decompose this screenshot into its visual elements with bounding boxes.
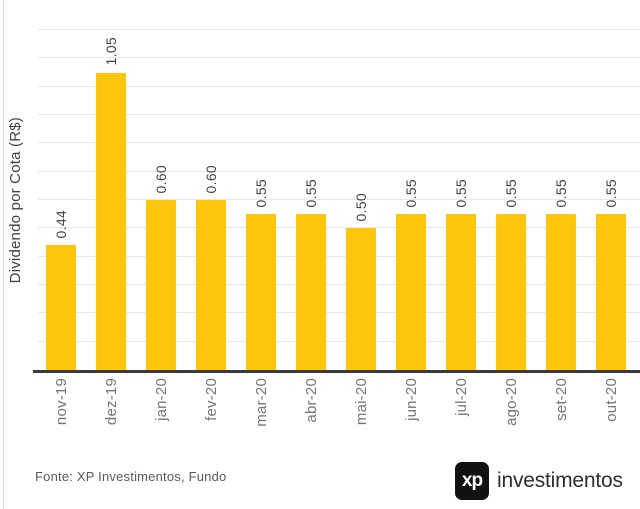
bar-ago-20 xyxy=(496,214,526,370)
x-axis-label-wrap: mai-20 xyxy=(336,378,386,440)
bar-column: 0.55 out-20 xyxy=(586,0,636,422)
y-axis-title-wrap: Dividendo por Cota (R$) xyxy=(7,30,24,370)
gridlines-layer xyxy=(38,0,640,370)
bar-column: 0.55 abr-20 xyxy=(286,0,336,423)
bar-column: 0.55 ago-20 xyxy=(486,0,536,426)
bar-column: 0.55 jul-20 xyxy=(436,0,486,416)
x-axis-label: mar-20 xyxy=(252,378,270,427)
x-axis-line xyxy=(33,370,640,373)
bar-value-label: 0.55 xyxy=(253,178,269,208)
bar-mai-20 xyxy=(346,228,376,370)
gridline xyxy=(38,227,640,229)
gridline xyxy=(38,255,640,257)
gridline xyxy=(38,57,640,59)
bar-value-label: 0.55 xyxy=(553,178,569,208)
gridline xyxy=(38,284,640,285)
x-axis-label: fev-20 xyxy=(202,378,220,421)
x-axis-label-wrap: ago-20 xyxy=(486,378,536,440)
bar-value-label: 0.44 xyxy=(53,209,69,239)
bar-column: 0.55 mar-20 xyxy=(236,0,286,427)
x-axis-label: nov-19 xyxy=(52,378,70,426)
x-axis-label: dez-19 xyxy=(102,378,120,426)
gridline xyxy=(38,170,640,172)
gridline xyxy=(38,85,640,87)
plot-area: 0.44 nov-19 1.05 dez-19 0.60 jan-20 0.60 fev-20… xyxy=(36,0,636,427)
x-axis-label-wrap: dez-19 xyxy=(86,378,136,440)
x-axis-label: set-20 xyxy=(552,378,570,421)
x-axis-label-wrap: mar-20 xyxy=(236,378,286,440)
x-axis-label-wrap: set-20 xyxy=(536,378,586,440)
xp-logo-mark-text: xp xyxy=(461,470,483,491)
bar-jul-20 xyxy=(446,214,476,370)
bar-value-label: 1.05 xyxy=(103,37,119,66)
bar-value-label: 0.55 xyxy=(303,178,319,208)
gridline xyxy=(38,340,640,342)
x-axis-label: jun-20 xyxy=(402,378,420,421)
gridline xyxy=(38,199,640,200)
bar-value-label: 0.50 xyxy=(353,192,369,222)
gridline xyxy=(38,312,640,314)
x-axis-label-wrap: out-20 xyxy=(586,378,636,440)
bar-nov-19 xyxy=(46,245,76,370)
bar-value-label: 0.55 xyxy=(503,178,519,208)
x-axis-label: mai-20 xyxy=(352,378,370,426)
bar-mar-20 xyxy=(246,214,276,370)
x-axis-label: abr-20 xyxy=(302,378,320,423)
bar-column: 0.55 set-20 xyxy=(536,0,586,421)
xp-logo-brand-text: investimentos xyxy=(497,469,623,492)
y-axis-title: Dividendo por Cota (R$) xyxy=(7,116,24,284)
bar-set-20 xyxy=(546,214,576,370)
bar-value-label: 0.60 xyxy=(153,164,169,193)
bar-jan-20 xyxy=(146,200,176,370)
x-axis-label-wrap: jun-20 xyxy=(386,378,436,440)
bar-jun-20 xyxy=(396,214,426,370)
xp-investimentos-logo: xp investimentos xyxy=(455,462,623,500)
bar-dez-19 xyxy=(96,72,126,370)
gridline xyxy=(38,29,640,30)
bar-value-label: 0.55 xyxy=(403,178,419,208)
x-axis-label: jan-20 xyxy=(152,378,170,421)
bar-fev-20 xyxy=(196,200,226,370)
x-axis-label-wrap: jul-20 xyxy=(436,378,486,440)
gridline xyxy=(38,142,640,144)
bar-column: 1.05 dez-19 xyxy=(86,0,136,425)
x-axis-label-wrap: nov-19 xyxy=(36,378,86,440)
bar-column: 0.60 jan-20 xyxy=(136,0,186,421)
bar-value-label: 0.55 xyxy=(453,178,469,208)
x-axis-label: ago-20 xyxy=(502,378,520,426)
bar-value-label: 0.55 xyxy=(603,178,619,208)
x-axis-label-wrap: fev-20 xyxy=(186,378,236,440)
bar-column: 0.55 jun-20 xyxy=(386,0,436,421)
gridline xyxy=(38,114,640,115)
bar-value-label: 0.60 xyxy=(203,164,219,193)
bar-column: 0.50 mai-20 xyxy=(336,0,386,425)
xp-logo-icon: xp xyxy=(455,462,489,500)
x-axis-label-wrap: jan-20 xyxy=(136,378,186,440)
x-axis-label: out-20 xyxy=(602,378,620,422)
left-edge-divider xyxy=(3,0,4,509)
x-axis-label-wrap: abr-20 xyxy=(286,378,336,440)
bar-abr-20 xyxy=(296,214,326,370)
bar-column: 0.44 nov-19 xyxy=(36,0,86,425)
x-axis-label: jul-20 xyxy=(452,378,470,416)
bar-column: 0.60 fev-20 xyxy=(186,0,236,421)
bar-out-20 xyxy=(596,214,626,370)
source-note: Fonte: XP Investimentos, Fundo xyxy=(35,469,227,484)
